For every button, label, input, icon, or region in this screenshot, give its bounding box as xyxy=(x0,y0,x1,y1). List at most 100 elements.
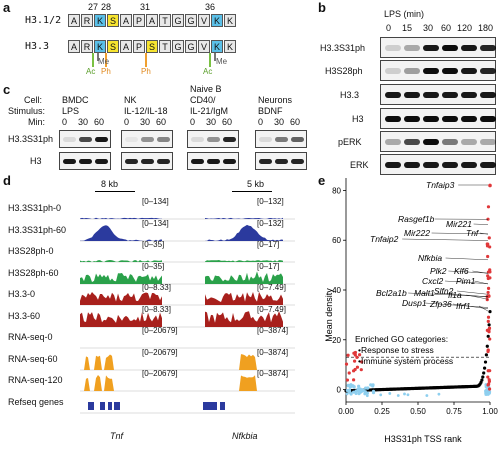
track-svg xyxy=(80,217,295,220)
gene-label: Mir221 xyxy=(446,219,472,229)
blot-b-strip xyxy=(380,131,496,152)
blot-b-band xyxy=(480,116,496,122)
c-min-value: 60 xyxy=(222,117,233,127)
residue-cell: K xyxy=(94,40,106,53)
gene-label: Tnfaip3 xyxy=(426,180,455,190)
track-range-left: [0–8.33] xyxy=(142,283,171,292)
scale-right-label: 5 kb xyxy=(247,179,265,189)
track-range-right: [0–17] xyxy=(257,261,280,271)
track-range-right: [0–17] xyxy=(257,240,280,249)
go-item-1: •Response to stress xyxy=(358,345,434,355)
blot-b-band xyxy=(385,68,401,74)
blot-c-strip xyxy=(121,130,173,148)
x-tick-label: 1.00 xyxy=(482,407,498,416)
data-point xyxy=(487,391,491,395)
blot-b-band xyxy=(461,92,477,98)
leader-line xyxy=(478,305,489,312)
data-point xyxy=(485,298,489,302)
data-point xyxy=(437,392,441,396)
c-blot-label-1: H3.3S31ph xyxy=(8,134,54,144)
data-point xyxy=(486,383,490,387)
blot-b-band xyxy=(385,162,401,168)
y-tick-label: 80 xyxy=(332,186,341,195)
blot-b-band xyxy=(385,45,401,51)
c-cell-naiveb: Naive B xyxy=(190,84,222,94)
data-point xyxy=(481,375,485,379)
track-name: RNA-seq-60 xyxy=(8,353,58,364)
blot-c-band xyxy=(141,159,154,164)
leader-line xyxy=(473,223,489,225)
panel-letter-e: e xyxy=(318,173,326,188)
track-name: H3.3-60 xyxy=(8,310,41,321)
data-point xyxy=(360,360,364,364)
mod-ph-2: Ph xyxy=(141,67,151,76)
seq2-label: H3.3 xyxy=(25,41,50,52)
data-point xyxy=(359,368,363,372)
signal-area xyxy=(80,260,162,262)
track-range-right: [0–7.49] xyxy=(257,283,286,292)
gene-exon xyxy=(100,401,105,410)
data-point xyxy=(487,323,491,327)
blot-b-label: H3.3 xyxy=(340,90,360,100)
c-min-label: Min: xyxy=(28,117,46,127)
data-point xyxy=(483,366,487,370)
track-name: RNA-seq-0 xyxy=(8,332,53,342)
blot-c-band xyxy=(157,137,170,142)
track-range-left: [0–35] xyxy=(142,261,165,271)
track-range-right: [0–132] xyxy=(257,218,284,228)
track-range-left: [0–134] xyxy=(142,218,169,228)
gene-nfkbia: Nfkbia xyxy=(232,431,258,441)
residue-cell: G xyxy=(185,40,197,53)
blot-b-band xyxy=(404,92,420,98)
data-point xyxy=(345,388,349,393)
residue-cell: T xyxy=(159,40,171,53)
signal-area xyxy=(80,375,162,391)
blot-b-band xyxy=(385,139,401,145)
y-tick-label: 60 xyxy=(332,236,341,245)
data-point xyxy=(488,183,492,188)
residue-cell: K xyxy=(211,40,223,53)
residue-31: 31 xyxy=(140,2,151,12)
blot-b-band xyxy=(423,162,439,168)
residue-27: 27 xyxy=(88,2,99,12)
residue-cell: S xyxy=(107,40,119,53)
go-item-2: •Immune system process xyxy=(358,356,453,366)
blot-b-band xyxy=(404,116,420,122)
blot-c-band xyxy=(141,137,154,142)
c-min-value: 0 xyxy=(190,117,196,127)
blot-b-label: ERK xyxy=(350,160,369,170)
panel-letter-c: c xyxy=(3,82,11,97)
data-point xyxy=(406,393,410,397)
panel-letter-d: d xyxy=(3,173,11,188)
c-cell-label: Cell: xyxy=(24,95,43,105)
blot-c-band xyxy=(125,159,138,164)
residue-cell: S xyxy=(107,14,119,27)
data-point xyxy=(346,353,350,357)
gene-label: Slfn2 xyxy=(434,286,454,296)
blot-c-band xyxy=(95,137,108,142)
blot-b-strip xyxy=(380,60,496,81)
data-point xyxy=(486,286,491,291)
signal-area xyxy=(205,310,283,327)
blot-c-band xyxy=(259,159,272,164)
blot-c-strip xyxy=(255,152,307,170)
leader-line xyxy=(466,294,489,300)
track-range-right: [0–3874] xyxy=(257,369,289,378)
blot-b-strip xyxy=(380,84,496,105)
blot-b-band xyxy=(423,68,439,74)
blot-c-band xyxy=(95,159,108,164)
time-120: 120 xyxy=(457,23,473,33)
data-point xyxy=(425,394,429,397)
time-180: 180 xyxy=(478,23,494,33)
data-point xyxy=(483,360,488,364)
c-cell-bmdc: BMDC xyxy=(62,95,89,105)
blot-c-band xyxy=(79,137,92,142)
panel-e-chart: Mean density H3S31ph TSS rank 0 20 40 60 80 0… xyxy=(324,178,498,444)
gene-label: Cxcl2 xyxy=(422,276,444,286)
residue-cell: A xyxy=(120,40,132,53)
data-point xyxy=(485,389,489,394)
c-min-value: 0 xyxy=(124,117,130,127)
blot-b-band xyxy=(461,116,477,122)
residue-cell: R xyxy=(81,40,93,53)
data-point xyxy=(486,315,491,319)
